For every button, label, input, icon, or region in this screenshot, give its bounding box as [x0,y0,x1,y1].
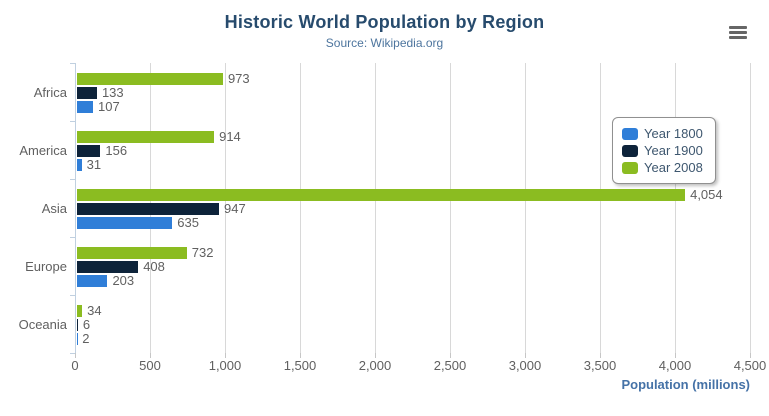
x-axis-tick [225,353,226,358]
category-row-africa: 973 133 107 [76,63,751,121]
gridline [450,63,451,353]
x-axis-tick-label: 3,500 [583,358,617,373]
x-axis-tick-label: 1,000 [208,358,242,373]
x-axis-tick [75,353,76,358]
x-axis-tick-label: 2,500 [433,358,467,373]
category-axis-tick [70,121,75,122]
bar-value-label: 203 [112,273,135,288]
hamburger-icon [729,30,747,34]
category-axis-tick [70,353,75,354]
bar-europe-year-1800[interactable] [77,275,108,287]
legend-item-year-1800[interactable]: Year 1800 [622,125,703,142]
x-axis-tick [525,353,526,358]
legend-item-year-1900[interactable]: Year 1900 [622,142,703,159]
x-axis-tick-label: 4,000 [658,358,692,373]
bar-value-label: 635 [177,215,199,230]
category-label-africa: Africa [33,84,67,100]
hamburger-icon [729,35,747,39]
x-axis-tick [150,353,151,358]
x-axis-tick-label: 4,500 [733,358,767,373]
legend-swatch [622,127,638,140]
x-axis-title: Population (millions) [621,377,750,392]
bar-value-label: 156 [105,143,128,158]
plot-area: 973 133 107 914 156 31 4,054 947 635 732 408 203 34 6… [75,63,751,353]
x-axis-tick-label: 0 [71,358,79,373]
gridline [525,63,526,353]
bar-value-label: 31 [86,157,102,172]
gridline [600,63,601,353]
category-row-europe: 732 408 203 [76,237,751,295]
x-axis-tick [675,353,676,358]
bar-value-label: 34 [87,303,102,318]
bar-oceania-year-1900[interactable] [77,319,78,331]
bar-value-label: 6 [82,317,91,332]
bar-america-year-2008[interactable] [77,131,215,143]
legend: Year 1800 Year 1900 Year 2008 [612,117,716,184]
legend-item-label: Year 1900 [644,143,703,158]
bar-europe-year-2008[interactable] [77,247,187,259]
category-axis-tick [70,295,75,296]
legend-item-year-2008[interactable]: Year 2008 [622,159,703,176]
category-label-europe: Europe [25,258,67,274]
category-label-america: America [19,142,67,158]
bar-africa-year-1800[interactable] [77,101,94,113]
bar-africa-year-1900[interactable] [77,87,97,99]
bar-value-label: 133 [101,85,124,100]
category-axis-tick [70,237,75,238]
x-axis-tick [375,353,376,358]
x-axis-tick-label: 1,500 [283,358,317,373]
gridline [300,63,301,353]
bar-value-label: 408 [143,259,165,274]
gridline [750,63,751,353]
x-axis-tick-label: 500 [139,358,161,373]
legend-swatch [622,161,638,174]
hamburger-icon [729,25,747,29]
bar-europe-year-1900[interactable] [77,261,139,273]
category-label-oceania: Oceania [18,316,67,332]
category-row-america: 914 156 31 [76,121,751,179]
gridline [225,63,226,353]
bar-value-label: 914 [219,129,241,144]
x-axis-tick [750,353,751,358]
legend-item-label: Year 2008 [644,160,703,175]
bar-value-label: 2 [82,331,90,346]
category-row-oceania: 34 6 2 [76,295,751,353]
export-menu-button[interactable] [727,23,751,43]
gridline [375,63,376,353]
bar-asia-year-1800[interactable] [77,217,173,229]
chart-subtitle: Source: Wikipedia.org [325,36,444,50]
bar-value-label: 4,054 [690,187,723,202]
bar-america-year-1800[interactable] [77,159,82,171]
x-axis-tick-label: 3,000 [508,358,542,373]
category-axis-tick [70,63,75,64]
category-row-asia: 4,054 947 635 [76,179,751,237]
category-label-asia: Asia [41,200,67,216]
bar-value-label: 107 [98,99,120,114]
category-axis-tick [70,179,75,180]
bar-oceania-year-2008[interactable] [77,305,83,317]
bar-africa-year-2008[interactable] [77,73,223,85]
gridline [675,63,676,353]
chart-title: Historic World Population by Region [224,12,545,32]
legend-item-label: Year 1800 [644,126,703,141]
x-axis-tick [600,353,601,358]
x-axis-tick-label: 2,000 [358,358,392,373]
x-axis-tick [300,353,301,358]
bar-value-label: 947 [224,201,246,216]
x-axis-tick [450,353,451,358]
bar-asia-year-1900[interactable] [77,203,220,215]
bar-asia-year-2008[interactable] [77,189,686,201]
bar-america-year-1900[interactable] [77,145,101,157]
bar-value-label: 973 [227,71,250,86]
legend-swatch [622,144,638,157]
bar-value-label: 732 [191,245,214,260]
